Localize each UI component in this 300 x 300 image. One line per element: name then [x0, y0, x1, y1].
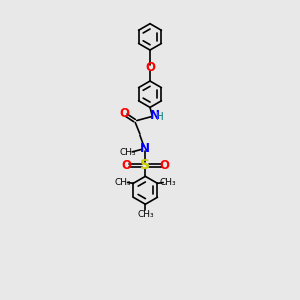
- Text: N: N: [150, 110, 160, 122]
- Text: H: H: [156, 112, 164, 122]
- Text: N: N: [140, 142, 150, 155]
- Text: O: O: [145, 61, 155, 74]
- Text: CH₃: CH₃: [137, 210, 154, 219]
- Text: O: O: [119, 107, 129, 120]
- Text: CH₃: CH₃: [119, 148, 136, 157]
- Text: CH₃: CH₃: [160, 178, 177, 187]
- Text: O: O: [160, 159, 170, 172]
- Text: S: S: [140, 158, 150, 172]
- Text: O: O: [121, 159, 131, 172]
- Text: CH₃: CH₃: [114, 178, 131, 187]
